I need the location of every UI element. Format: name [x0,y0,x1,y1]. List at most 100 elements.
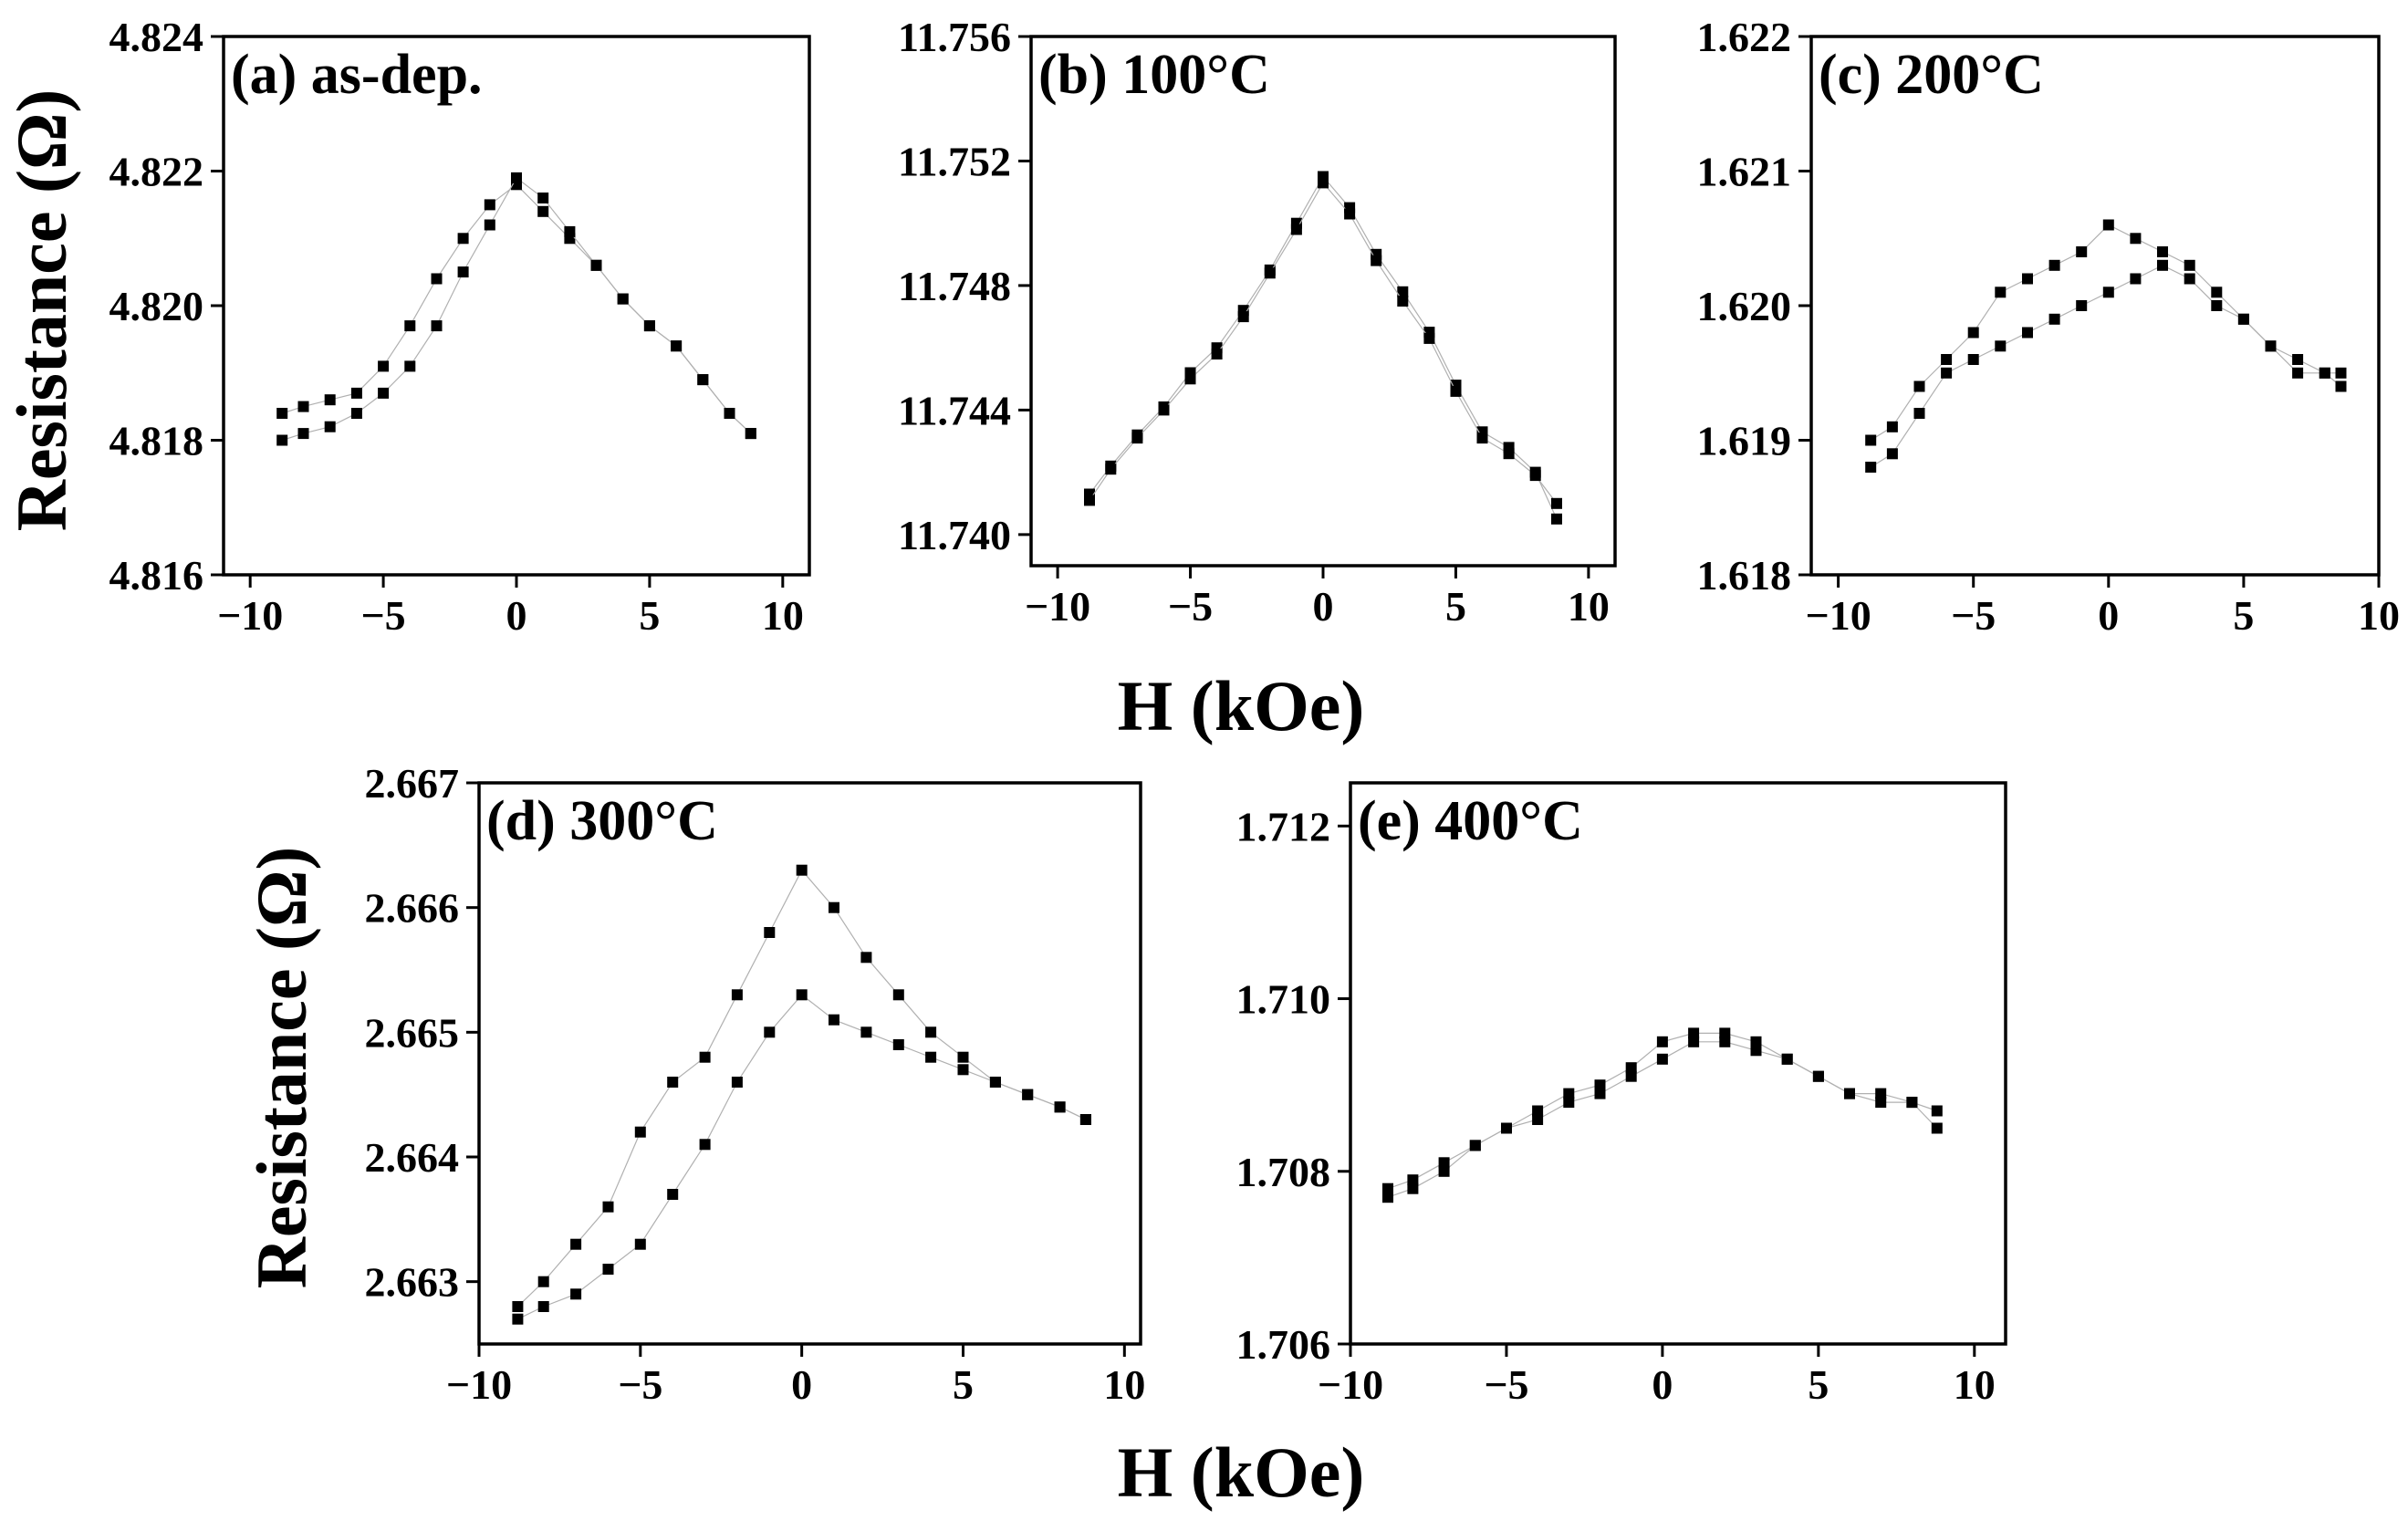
x-tick-label: −5 [360,592,405,639]
data-point [602,1201,614,1213]
data-point [276,434,288,446]
data-point [860,952,872,964]
series-1-trace [1870,224,2341,442]
x-tick-label: −10 [446,1361,512,1408]
data-point [350,408,362,419]
data-point [2319,367,2330,379]
data-point [2211,300,2223,311]
data-point [1844,1088,1855,1099]
data-point [457,266,469,278]
data-point [2157,259,2168,271]
data-point [1237,311,1249,323]
panel-label: (c) 200°C [1819,44,2044,106]
data-point [512,1301,524,1312]
data-point [511,172,522,183]
x-tick-label: 10 [1568,583,1610,630]
data-point [1886,448,1898,460]
data-point [1131,432,1143,444]
data-point [1886,421,1898,432]
data-point [1551,513,1562,525]
y-axis-title-bottom-row: Resistance (Ω) [242,847,321,1289]
data-point [602,1264,614,1275]
data-point [1397,296,1409,307]
data-point [1967,354,1979,365]
x-tick-label: 5 [953,1361,974,1408]
panel-c: −10 −5 0 5 10 1.618 1.619 1.620 1.621 1.622 (c) 20… [1697,14,2401,639]
data-point [699,1051,711,1063]
data-point [671,340,683,352]
data-point [1476,432,1488,444]
y-tick-label: 2.663 [365,1259,460,1306]
data-point [731,989,743,1001]
y-tick-label: 1.621 [1697,149,1792,195]
data-point [925,1051,937,1063]
data-point [1995,286,2007,298]
y-axis-title-top-row: Resistance (Ω) [2,89,81,532]
data-point [350,387,362,399]
data-point [2292,354,2304,365]
y-tick-label: 1.710 [1236,976,1331,1023]
data-point [1781,1053,1793,1065]
x-tick-label: 5 [1808,1361,1829,1408]
data-point [2102,286,2114,298]
panel-label: (b) 100°C [1038,44,1270,106]
y-tick-label: 1.618 [1697,552,1792,599]
data-point [1022,1089,1034,1100]
data-point [297,401,309,412]
data-point [1438,1165,1450,1177]
y-tick-label: 4.816 [109,552,204,599]
data-point [2102,219,2114,231]
x-tick-label: 0 [506,592,527,639]
data-point [2076,300,2088,311]
data-point [2048,259,2060,271]
data-point [957,1064,969,1076]
y-tick-label: 2.667 [365,760,460,807]
x-tick-label: 0 [1652,1361,1673,1408]
plot-frame [222,35,811,577]
panel-b: −10 −5 0 5 10 11.740 11.744 11.748 11.752 11.756 (… [898,14,1617,630]
data-point [1594,1079,1606,1091]
data-point [2335,367,2347,379]
data-point [1625,1070,1637,1082]
y-tick-label: 11.740 [898,512,1011,558]
data-point [764,927,776,938]
data-point [764,1026,776,1038]
data-point [667,1189,679,1200]
data-point [1688,1036,1700,1047]
data-point [1913,408,1925,419]
data-point [892,1039,904,1050]
plot-frame [1029,35,1617,568]
y-tick-label: 2.665 [365,1009,460,1056]
data-point [1875,1088,1887,1099]
data-point [1532,1114,1544,1125]
y-tick-label: 2.666 [365,885,460,932]
data-point [1503,448,1515,460]
data-point [1865,434,1877,446]
data-point [1084,495,1095,506]
data-point [1438,1157,1450,1169]
data-point [925,1026,937,1038]
data-point [1931,1105,1943,1117]
x-tick-label: 0 [1313,583,1334,630]
plot-frame [477,781,1142,1346]
data-point [484,199,495,211]
y-tick-label: 11.752 [898,138,1011,184]
data-point [1750,1036,1762,1047]
data-point [1450,385,1462,397]
data-point [2237,313,2249,325]
data-point [699,1139,711,1151]
x-tick-label: −10 [1806,592,1871,639]
data-point [564,225,576,237]
data-point [1594,1088,1606,1099]
series-2-trace [1387,1041,1938,1198]
data-point [378,360,390,372]
series-2-trace [1089,182,1558,505]
data-point [1719,1036,1731,1047]
x-tick-label: 5 [1445,583,1466,630]
data-point [697,374,709,386]
data-point [2184,259,2195,271]
data-point [2130,273,2142,285]
data-point [1719,1027,1731,1039]
data-point [1529,470,1541,482]
data-point [1397,286,1409,297]
